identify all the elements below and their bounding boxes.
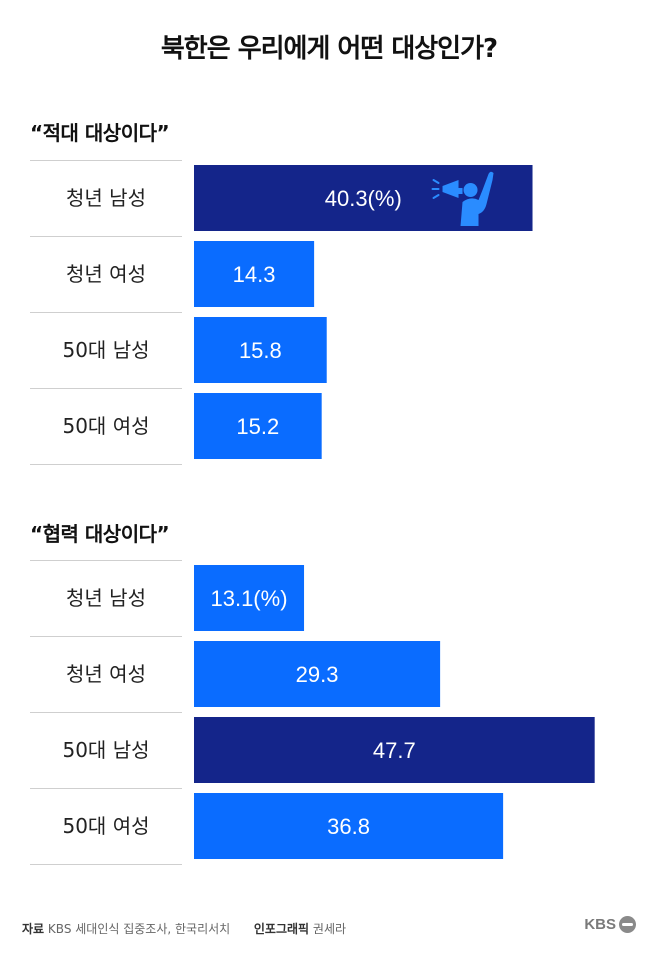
source-label: 자료 [22,922,45,936]
icon-megaphone [442,180,459,198]
category-label: 50대 여성 [62,414,149,438]
kbs-logo-mark [619,916,636,933]
bar [194,793,504,859]
credit-label: 인포그래픽 [253,922,310,936]
category-label: 청년 여성 [66,262,146,286]
value-label: 15.2 [236,414,279,439]
section-title-cooperative: “협력 대상이다” [30,522,170,546]
footer-credits: 자료 KBS 세대인식 집중조사, 한국리서치 인포그래픽 권세라 [22,920,346,937]
bar [194,241,315,307]
category-label: 청년 남성 [66,186,146,210]
value-label: 14.3 [233,262,276,287]
value-label: 13.1(%) [210,586,287,611]
bar-chart-cooperative: 청년 남성 13.1(%) 청년 여성 29.3 50대 남성 47.7 50대 여성 36.… [30,560,595,865]
bar-chart-hostile: 청년 남성 40.3(%) 청년 여성 14.3 50대 남성 15.8 50대 여성 15.… [30,160,533,465]
value-label: 47.7 [373,738,416,763]
icon-handle [457,188,463,194]
bar [194,641,441,707]
bar [194,565,305,631]
icon-head [463,183,478,197]
icon-sound-lines [431,179,440,199]
section-title-hostile: “적대 대상이다” [30,121,170,145]
category-label: 50대 여성 [62,814,149,838]
page-title: 북한은 우리에게 어떤 대상인가? [160,34,498,64]
value-label: 15.8 [239,338,282,363]
bar [194,317,327,383]
credit-text: 권세라 [312,922,347,936]
icon-body [460,171,494,226]
chart-hostile: 청년 남성 40.3(%) 청년 여성 14.3 50대 남성 15.8 50대 여성 15.… [0,160,658,470]
category-label: 50대 남성 [62,738,149,762]
source-text: KBS 세대인식 집중조사, 한국리서치 [47,922,231,936]
kbs-logo-text: KBS [584,916,616,933]
value-label: 40.3(%) [325,186,402,211]
bar [194,717,595,783]
bar [194,393,322,459]
category-label: 50대 남성 [62,338,149,362]
protester-megaphone-icon [431,171,494,226]
chart-cooperative: 청년 남성 13.1(%) 청년 여성 29.3 50대 남성 47.7 50대 여성 36.… [0,560,658,870]
category-label: 청년 남성 [66,586,146,610]
kbs-logo: KBS [584,916,636,933]
value-label: 36.8 [327,814,370,839]
category-label: 청년 여성 [66,662,146,686]
value-label: 29.3 [296,662,339,687]
